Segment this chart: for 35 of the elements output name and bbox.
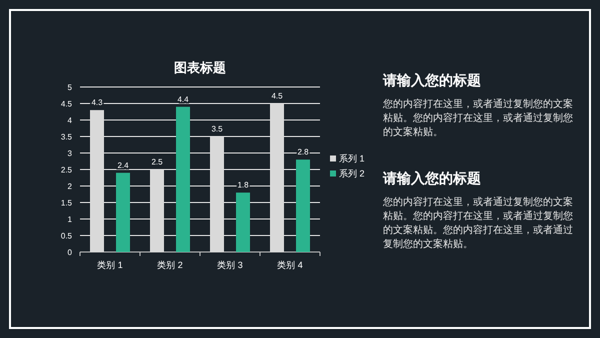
y-tick-label: 1.5 <box>60 198 73 208</box>
x-tick-label: 类别 4 <box>277 260 303 270</box>
y-tick-label: 4 <box>68 116 73 125</box>
y-tick-label: 2.5 <box>60 166 73 174</box>
legend-label: 系列 1 <box>339 154 365 164</box>
y-tick-label: 1 <box>68 215 73 224</box>
text: 请输入您的标题 <box>383 170 482 188</box>
text: 您的内容打在这里，或者通过复制您的文案粘贴。您的内容打在这里，或者通过复制您的文案粘贴。您的内容打在这里，或者通过复制您的文案粘贴。 <box>383 196 574 252</box>
bar <box>176 106 190 252</box>
chart-title: 图表标题 <box>174 60 226 75</box>
y-tick-label: 3.5 <box>60 132 73 142</box>
data-label: 2.4 <box>117 160 130 170</box>
y-tick-label: 4.5 <box>60 100 73 108</box>
data-label: 4.5 <box>271 92 284 100</box>
y-tick-label: 0.5 <box>60 232 73 240</box>
bar <box>90 110 104 252</box>
bar <box>236 192 250 252</box>
bar <box>296 160 310 252</box>
x-tick-label: 类别 1 <box>97 260 123 270</box>
bar <box>210 136 224 252</box>
x-tick-label: 类别 3 <box>217 260 243 270</box>
text: 请输入您的标题 <box>383 72 482 90</box>
y-tick-label: 5 <box>68 83 73 92</box>
text: 您的内容打在这里，或者通过复制您的文案粘贴。您的内容打在这里，或者通过复制您的文案粘贴。 <box>383 98 574 140</box>
bar <box>150 170 164 252</box>
y-tick-label: 2 <box>68 182 73 191</box>
x-tick-label: 类别 2 <box>157 260 183 270</box>
y-tick-label: 0 <box>68 248 73 257</box>
y-tick-label: 3 <box>68 149 73 158</box>
data-label: 3.5 <box>211 124 224 134</box>
bar <box>116 172 130 252</box>
bar <box>270 104 284 252</box>
data-label: 4.4 <box>177 94 190 104</box>
data-label: 2.5 <box>151 158 164 166</box>
legend-label: 系列 2 <box>339 168 365 178</box>
